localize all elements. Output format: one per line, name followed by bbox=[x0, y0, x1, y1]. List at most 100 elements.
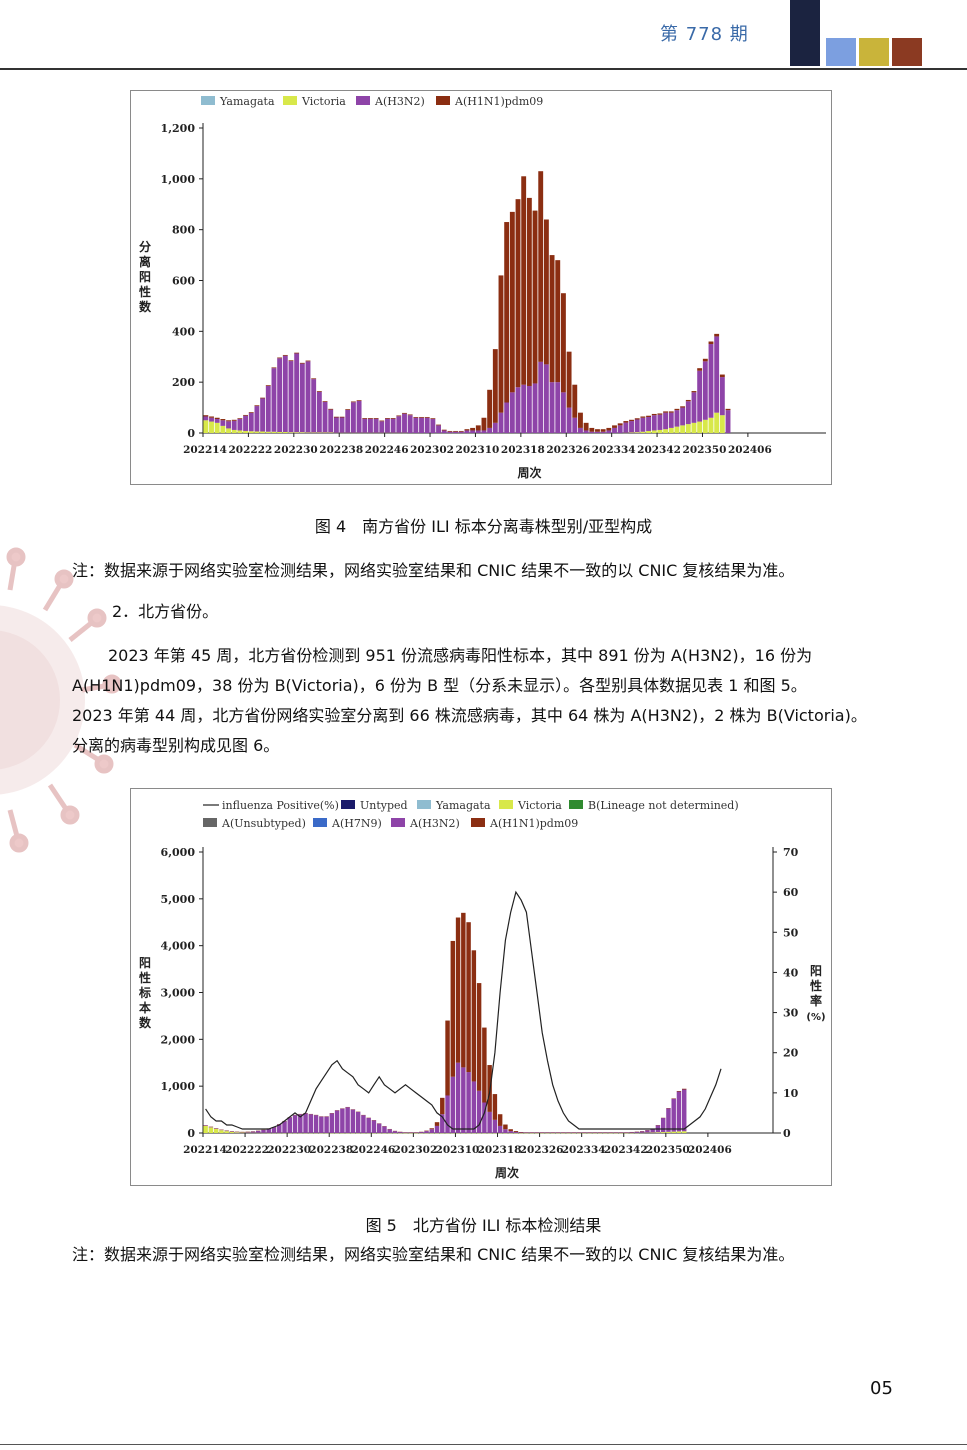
bar-segment bbox=[226, 420, 231, 422]
bar-segment bbox=[436, 425, 441, 433]
bar-segment bbox=[282, 354, 288, 356]
bar-segment bbox=[640, 431, 646, 433]
x-tick-label: 202334 bbox=[592, 444, 636, 456]
bar-segment bbox=[674, 410, 680, 427]
bar-segment bbox=[390, 418, 396, 433]
legend-label: A(H1N1)pdm09 bbox=[454, 95, 543, 108]
bar-segment bbox=[250, 1131, 256, 1133]
bar-segment bbox=[560, 392, 566, 433]
bar-segment bbox=[578, 412, 583, 428]
bar-segment bbox=[316, 391, 322, 392]
bar-segment bbox=[214, 422, 220, 433]
bar-segment bbox=[226, 428, 231, 433]
bar-segment bbox=[429, 1129, 435, 1133]
bar-segment bbox=[339, 416, 345, 418]
bar-segment bbox=[243, 414, 249, 416]
legend-swatch bbox=[201, 96, 215, 105]
y-axis-title-char: 标 bbox=[138, 985, 151, 1000]
bar-segment bbox=[356, 400, 362, 401]
y2-tick-label: 70 bbox=[783, 846, 799, 859]
bar-segment bbox=[298, 1114, 303, 1133]
bar-segment bbox=[487, 1111, 492, 1133]
bar-segment bbox=[617, 425, 623, 433]
bar-segment bbox=[476, 983, 482, 1091]
y-tick-label: 1,200 bbox=[161, 122, 196, 135]
legend-label: A(H7N9) bbox=[331, 817, 382, 830]
x-tick-label: 202310 bbox=[436, 1144, 480, 1156]
bar-segment bbox=[419, 1132, 424, 1133]
x-tick-label: 202326 bbox=[546, 444, 590, 456]
bar-segment bbox=[413, 416, 419, 418]
bar-segment bbox=[464, 430, 470, 433]
bar-segment bbox=[254, 431, 260, 433]
bar-segment bbox=[606, 427, 612, 431]
bar-segment bbox=[350, 1109, 356, 1133]
bar-segment bbox=[277, 357, 283, 359]
bar-segment bbox=[691, 391, 697, 393]
bar-segment bbox=[532, 210, 538, 384]
y-tick-label: 600 bbox=[172, 275, 195, 288]
bar-segment bbox=[371, 1120, 377, 1133]
bar-segment bbox=[373, 418, 379, 433]
legend-swatch bbox=[471, 818, 485, 827]
bar-segment bbox=[498, 412, 504, 433]
bar-segment bbox=[702, 361, 708, 420]
y2-axis-title-char: 率 bbox=[810, 993, 822, 1008]
bar-segment bbox=[396, 415, 402, 417]
y2-tick-label: 0 bbox=[783, 1127, 791, 1140]
bar-segment bbox=[254, 406, 260, 432]
bar-segment bbox=[655, 1132, 661, 1133]
bar-segment bbox=[623, 421, 629, 423]
bar-segment bbox=[413, 417, 419, 433]
bar-segment bbox=[209, 417, 214, 422]
bar-segment bbox=[271, 367, 277, 369]
bar-segment bbox=[424, 417, 430, 433]
header-block-navy bbox=[790, 0, 820, 66]
bar-segment bbox=[572, 417, 578, 433]
x-tick-label: 202246 bbox=[365, 444, 409, 456]
bar-segment bbox=[508, 1129, 513, 1132]
bar-segment bbox=[436, 424, 441, 426]
bar-segment bbox=[316, 432, 322, 433]
bar-segment bbox=[464, 429, 470, 431]
bar-segment bbox=[685, 399, 691, 402]
bar-segment bbox=[461, 912, 466, 1068]
bar-segment bbox=[441, 429, 447, 431]
bar-segment bbox=[209, 421, 214, 433]
x-axis-title: 周次 bbox=[517, 465, 541, 480]
bar-segment bbox=[640, 417, 646, 432]
bar-segment bbox=[532, 383, 538, 433]
bar-segment bbox=[237, 430, 243, 433]
y-tick-label: 1,000 bbox=[161, 173, 196, 186]
bar-segment bbox=[231, 420, 237, 430]
bar-segment bbox=[640, 416, 646, 418]
bar-segment bbox=[666, 1108, 671, 1132]
bar-segment bbox=[311, 379, 317, 433]
x-tick-label: 202222 bbox=[228, 444, 272, 456]
bar-segment bbox=[441, 430, 447, 433]
bar-segment bbox=[266, 1128, 271, 1133]
bar-segment bbox=[674, 426, 680, 433]
virus-illustration bbox=[0, 547, 120, 853]
bar-segment bbox=[471, 1081, 477, 1133]
figure-4-chart: 0 200 400 600 800 1,000 1,200 202214 202222 20223… bbox=[130, 90, 832, 485]
bar-segment bbox=[361, 1115, 366, 1133]
bar-segment bbox=[629, 421, 634, 433]
y2-tick-label: 60 bbox=[783, 886, 799, 899]
bar-segment bbox=[714, 412, 720, 433]
bar-segment bbox=[396, 416, 402, 433]
bar-segment bbox=[617, 423, 623, 426]
bar-segment bbox=[487, 389, 493, 428]
bar-segment bbox=[583, 422, 589, 431]
bar-segment bbox=[461, 1067, 466, 1133]
y2-axis-title-char: 性 bbox=[809, 978, 822, 993]
bar-segment bbox=[224, 1131, 229, 1133]
bar-segment bbox=[237, 418, 243, 420]
bar-segment bbox=[589, 431, 595, 433]
bar-segment bbox=[362, 418, 368, 419]
bar-segment bbox=[445, 1095, 450, 1133]
bar-segment bbox=[560, 293, 566, 393]
bar-segment bbox=[513, 1131, 519, 1133]
legend-label: Yamagata bbox=[219, 95, 275, 108]
bar-segment bbox=[719, 415, 725, 433]
